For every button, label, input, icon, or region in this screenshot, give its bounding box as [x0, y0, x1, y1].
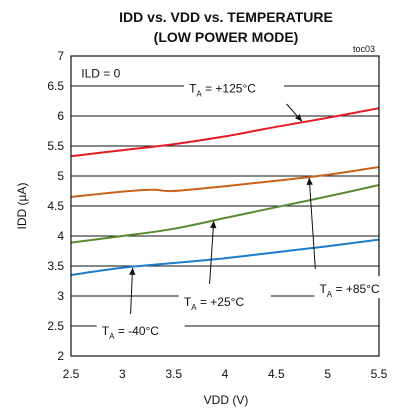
- arrow-m40c-head: [129, 267, 136, 275]
- series-label-25c: TA = +25°C: [184, 295, 245, 312]
- series-label-85c: TA = +85°C: [319, 282, 380, 299]
- x-tick-label: 2.5: [63, 367, 80, 381]
- y-tick-label: 4: [57, 229, 64, 243]
- series-label-m40c: TA = -40°C: [102, 324, 160, 341]
- arrow-85c-head: [306, 177, 313, 185]
- x-tick-label: 4: [222, 367, 229, 381]
- series-line-25c: [70, 184, 380, 244]
- chart-title: IDD vs. VDD vs. TEMPERATURE: [119, 9, 333, 25]
- series-line-125c: [70, 107, 380, 158]
- x-tick-label: 5.5: [371, 367, 388, 381]
- series-line-85c: [70, 166, 380, 198]
- series-label-125c-bg: [183, 77, 284, 99]
- series-label-85c-bg: [314, 276, 393, 299]
- y-tick-label: 3.5: [47, 259, 64, 273]
- chart-code: toc03: [353, 44, 375, 54]
- x-tick-label: 3: [119, 367, 126, 381]
- y-tick-label: 7: [57, 49, 64, 63]
- x-axis-label: VDD (V): [204, 393, 249, 407]
- y-tick-label: 4.5: [47, 199, 64, 213]
- x-tick-label: 5: [324, 367, 331, 381]
- series-line-m40c: [70, 238, 380, 276]
- series-label-25c-bg: [178, 290, 271, 312]
- arrow-25c-head: [210, 221, 217, 229]
- chart-subtitle: (LOW POWER MODE): [154, 29, 299, 45]
- annotations: ILD = 0 TA = +125°C TA = +85°C TA = +25°C TA…: [76, 62, 393, 341]
- y-tick-label: 5: [57, 169, 64, 183]
- tick-labels: 2.5 3 3.5 4 4.5 5 5.5 2 2.5 3 3.5 4 4.5 5 5.5 6 6.5 7: [47, 49, 387, 381]
- series-label-m40c-bg: [96, 318, 185, 341]
- y-tick-label: 6: [57, 109, 64, 123]
- condition-label-bg: [76, 62, 137, 80]
- y-tick-label: 6.5: [47, 79, 64, 93]
- condition-label: ILD = 0: [81, 67, 120, 81]
- arrow-25c: [209, 220, 215, 285]
- y-tick-label: 3: [57, 289, 64, 303]
- y-tick-label: 5.5: [47, 139, 64, 153]
- arrow-m40c: [130, 267, 134, 315]
- series-label-125c: TA = +125°C: [189, 82, 256, 99]
- plot-frame: [70, 55, 380, 357]
- y-tick-label: 2.5: [47, 319, 64, 333]
- x-tick-label: 3.5: [165, 367, 182, 381]
- y-axis-label: IDD (µA): [15, 183, 29, 230]
- y-tick-label: 2: [57, 349, 64, 363]
- arrow-125c-head: [294, 114, 302, 122]
- x-tick-label: 4.5: [268, 367, 285, 381]
- arrow-85c: [308, 177, 316, 270]
- series-lines: [70, 107, 380, 276]
